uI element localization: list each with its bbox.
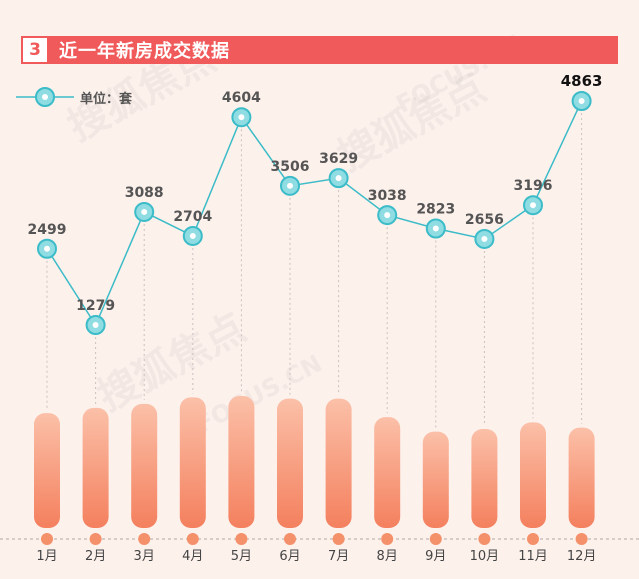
section-header: 3 近一年新房成交数据 [21, 36, 618, 64]
line-point-center [238, 114, 245, 121]
data-label: 2656 [465, 212, 504, 228]
axis-dot [575, 533, 588, 545]
section-number: 3 [29, 40, 41, 60]
chart-title: 近一年新房成交数据 [59, 41, 230, 62]
x-tick-label: 11月 [518, 549, 548, 564]
data-label: 2499 [28, 222, 67, 238]
bar [520, 422, 546, 528]
data-label: 4604 [222, 90, 261, 106]
line-point-center [335, 175, 342, 182]
bar [82, 407, 109, 528]
x-tick-label: 10月 [470, 549, 500, 564]
bar [471, 429, 498, 528]
axis-dot [429, 533, 442, 545]
x-tick-label: 5月 [231, 549, 252, 564]
axis-dot [332, 533, 345, 545]
bar [34, 413, 60, 528]
bar [568, 427, 595, 528]
axis-dot [89, 533, 102, 545]
x-tick-label: 6月 [279, 549, 300, 564]
x-tick-label: 2月 [85, 549, 106, 564]
x-tick-label: 12月 [567, 549, 597, 564]
axis-dot [527, 533, 539, 545]
line-point-center [92, 322, 99, 328]
bar [374, 417, 401, 528]
bar [325, 398, 352, 528]
line-point-center [578, 98, 585, 104]
bar [131, 403, 158, 528]
data-label: 2823 [416, 202, 455, 218]
line-point-center [481, 235, 488, 242]
axis-dot [235, 533, 248, 545]
data-label: 3196 [514, 178, 553, 194]
x-tick-label: 9月 [425, 549, 446, 564]
axis-dot [138, 533, 151, 545]
axis-dot [284, 533, 296, 545]
bar [422, 431, 449, 528]
legend-line-marker-icon [16, 87, 74, 107]
data-label: 3038 [368, 188, 407, 204]
x-tick-label: 8月 [377, 549, 398, 564]
legend: 单位：套 [16, 86, 132, 108]
bar [228, 396, 255, 528]
x-tick-label: 7月 [328, 549, 349, 564]
bar [277, 398, 303, 528]
data-label: 3629 [319, 151, 358, 167]
axis-dot [478, 533, 491, 545]
data-label: 2704 [173, 209, 212, 225]
bar [179, 397, 206, 528]
x-tick-label: 4月 [182, 549, 203, 564]
line-point-center [141, 208, 148, 215]
data-label: 4863 [561, 72, 603, 90]
line-point-center [530, 202, 536, 209]
line-point-center [287, 182, 293, 189]
data-label: 3088 [125, 185, 164, 201]
data-label: 3506 [271, 159, 310, 175]
legend-label: 单位：套 [80, 91, 133, 107]
line-point-center [432, 225, 439, 232]
x-tick-label: 1月 [36, 549, 57, 564]
axis-dot [186, 533, 199, 545]
x-tick-label: 3月 [134, 549, 155, 564]
axis-dot [381, 533, 394, 545]
axis-dot [41, 533, 53, 545]
line-point-center [189, 232, 196, 239]
line-point-center [384, 212, 391, 219]
line-point-center [44, 245, 50, 252]
section-number-badge: 3 [21, 36, 49, 64]
data-label: 1279 [76, 298, 115, 314]
